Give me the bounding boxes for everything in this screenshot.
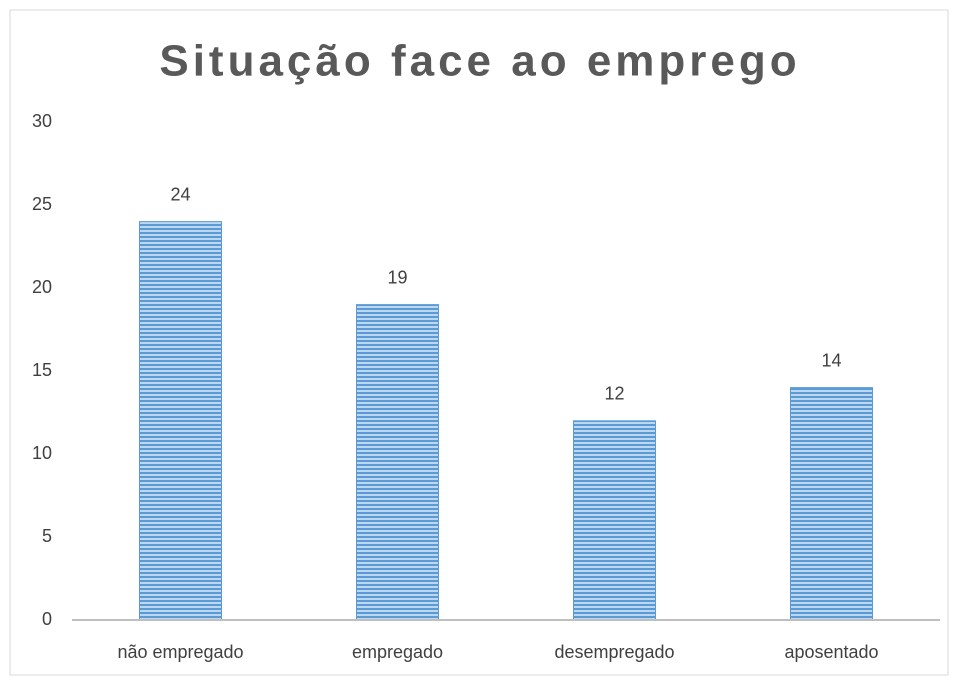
- data-label: 19: [387, 267, 407, 287]
- y-tick-label: 0: [42, 609, 52, 629]
- x-tick-label: aposentado: [784, 642, 878, 662]
- data-label: 12: [604, 384, 624, 404]
- y-tick-label: 20: [32, 277, 52, 297]
- x-tick-label: não empregado: [117, 642, 243, 662]
- data-label: 14: [821, 350, 841, 370]
- bar: [139, 221, 222, 621]
- y-tick-label: 10: [32, 443, 52, 463]
- bar: [573, 420, 656, 621]
- y-tick-label: 25: [32, 194, 52, 214]
- x-tick-label: desempregado: [554, 642, 674, 662]
- y-tick-label: 15: [32, 360, 52, 380]
- y-tick-label: 30: [32, 111, 52, 131]
- y-tick-label: 5: [42, 526, 52, 546]
- data-label: 24: [170, 184, 190, 204]
- bar: [356, 304, 439, 621]
- bar: [790, 387, 873, 621]
- x-tick-label: empregado: [352, 642, 443, 662]
- chart-title: Situação face ao emprego: [159, 37, 800, 86]
